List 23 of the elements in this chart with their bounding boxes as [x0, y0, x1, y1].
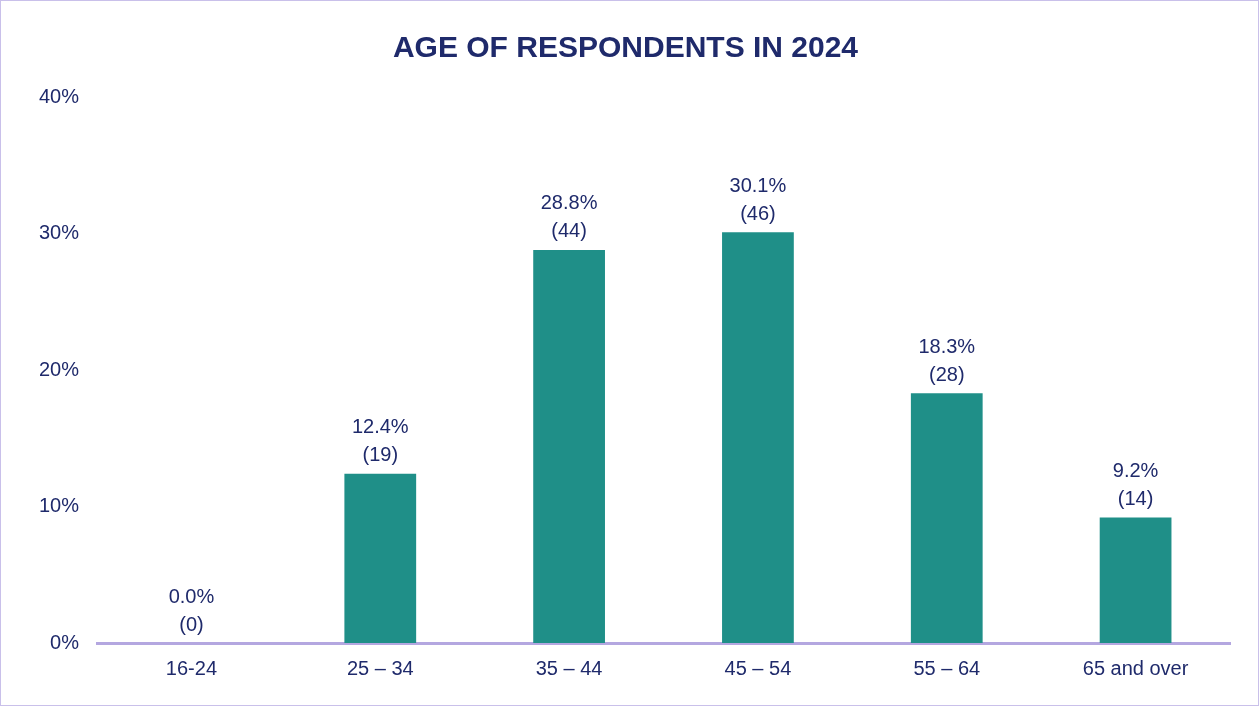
y-tick-label: 10% — [39, 494, 80, 517]
chart-title: AGE OF RESPONDENTS IN 2024 — [392, 30, 859, 64]
y-tick-label: 30% — [39, 221, 80, 244]
x-tick-label: 55 – 64 — [913, 656, 981, 679]
data-label: 28.8% (44) — [540, 191, 598, 242]
y-tick-label: 40% — [39, 84, 80, 107]
data-label: 0.0% (0) — [168, 584, 215, 635]
x-tick-label: 65 and over — [1082, 656, 1189, 679]
bar — [722, 232, 794, 643]
x-tick-label: 16-24 — [165, 656, 218, 679]
bar — [1099, 517, 1172, 643]
bar — [533, 249, 605, 643]
x-tick-label: 45 – 54 — [724, 656, 792, 679]
x-tick-label: 25 – 34 — [346, 656, 414, 679]
data-label: 9.2% (14) — [1112, 458, 1159, 509]
bar — [344, 473, 417, 643]
data-label: 18.3% (28) — [918, 334, 976, 385]
x-tick-label: 35 – 44 — [535, 656, 603, 679]
y-tick-label: 20% — [39, 357, 80, 380]
data-label: 12.4% (19) — [351, 415, 409, 466]
y-tick-label: 0% — [50, 630, 80, 653]
bar — [910, 393, 983, 643]
data-label: 30.1% (46) — [729, 173, 787, 224]
